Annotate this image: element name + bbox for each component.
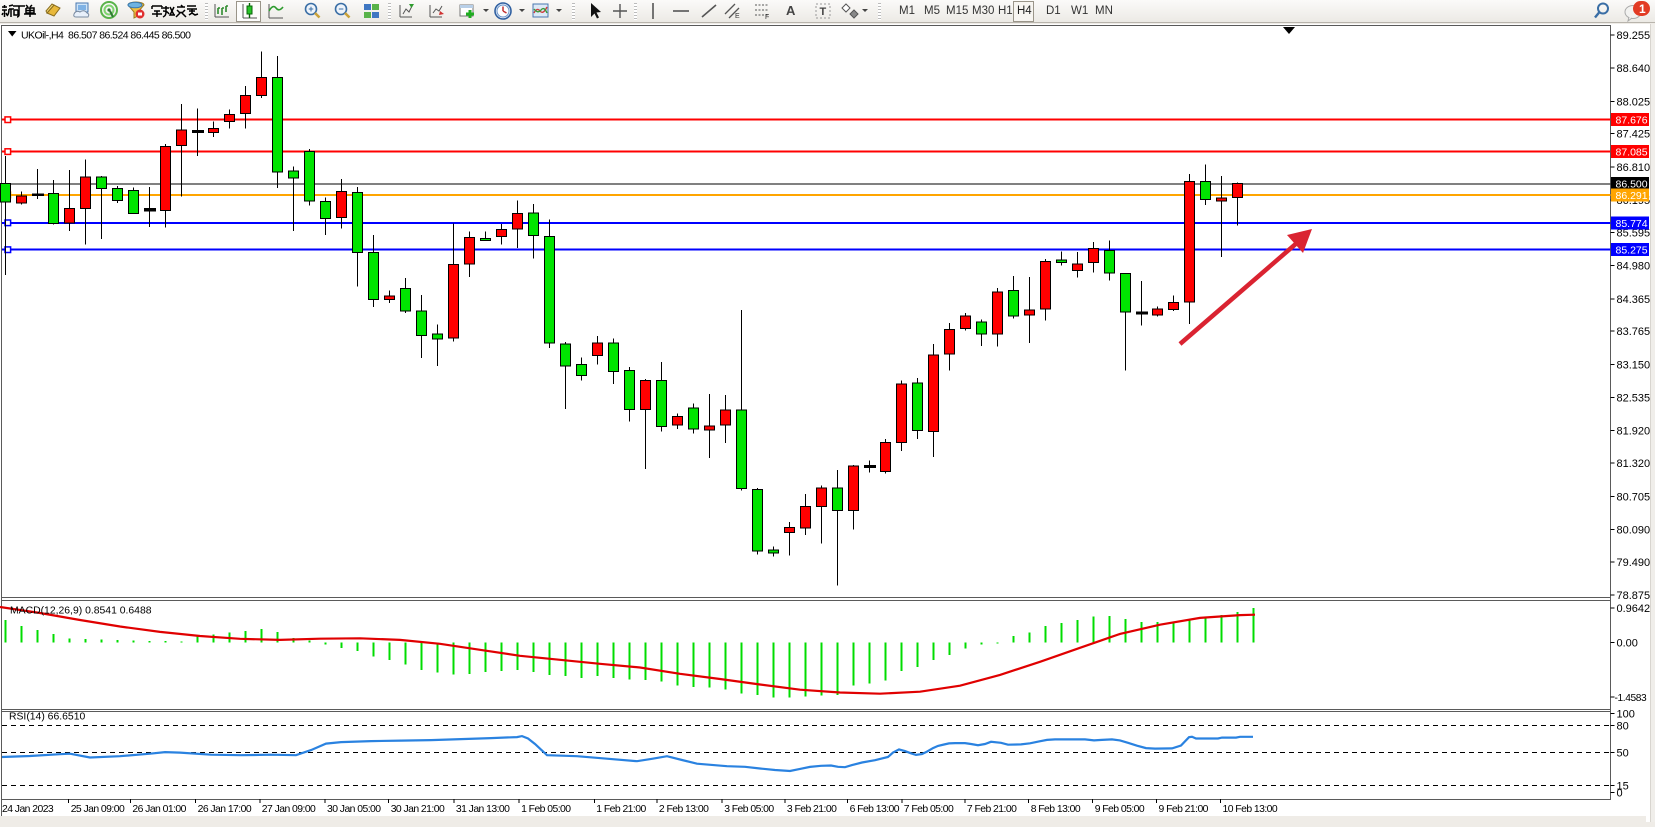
svg-text:84.980: 84.980 [1617, 261, 1651, 273]
svg-text:15: 15 [1617, 780, 1629, 792]
svg-text:80.705: 80.705 [1617, 491, 1651, 503]
svg-text:9 Feb 05:00: 9 Feb 05:00 [1095, 804, 1145, 815]
svg-text:−: − [338, 4, 343, 14]
svg-text:10 Feb 13:00: 10 Feb 13:00 [1223, 804, 1278, 815]
svg-text:85.774: 85.774 [1616, 218, 1648, 230]
svg-text:100: 100 [1617, 709, 1635, 721]
svg-text:UKOil-,H4 86.507 86.524 86.44: UKOil-,H4 86.507 86.524 86.445 86.500 [21, 30, 191, 42]
svg-text:87.085: 87.085 [1616, 147, 1648, 159]
svg-text:0.9642: 0.9642 [1617, 603, 1651, 615]
svg-text:+: + [308, 4, 313, 14]
svg-text:7 Feb 05:00: 7 Feb 05:00 [904, 804, 954, 815]
svg-text:83.150: 83.150 [1617, 359, 1651, 371]
svg-text:RSI(14) 66.6510: RSI(14) 66.6510 [9, 712, 85, 723]
svg-text:81.920: 81.920 [1617, 426, 1651, 438]
svg-text:85.275: 85.275 [1616, 245, 1648, 257]
svg-text:87.676: 87.676 [1616, 115, 1648, 127]
svg-text:24 Jan 2023: 24 Jan 2023 [2, 804, 54, 815]
svg-text:MACD(12,26,9) 0.8541 0.6488: MACD(12,26,9) 0.8541 0.6488 [10, 606, 152, 617]
svg-text:25 Jan 09:00: 25 Jan 09:00 [71, 804, 125, 815]
svg-text:79.490: 79.490 [1617, 557, 1651, 569]
svg-text:1 Feb 21:00: 1 Feb 21:00 [596, 804, 646, 815]
svg-text:50: 50 [1617, 747, 1629, 759]
svg-text:T: T [820, 6, 827, 18]
svg-text:-1.4583: -1.4583 [1615, 693, 1647, 704]
svg-text:30 Jan 05:00: 30 Jan 05:00 [327, 804, 381, 815]
svg-text:31 Jan 13:00: 31 Jan 13:00 [456, 804, 510, 815]
svg-text:7 Feb 21:00: 7 Feb 21:00 [967, 804, 1017, 815]
svg-text:89.255: 89.255 [1617, 30, 1651, 42]
svg-text:27 Jan 09:00: 27 Jan 09:00 [262, 804, 316, 815]
svg-text:86.500: 86.500 [1616, 179, 1648, 191]
svg-text:0: 0 [1617, 788, 1623, 800]
svg-text:87.425: 87.425 [1617, 129, 1651, 141]
svg-text:86.291: 86.291 [1616, 190, 1648, 202]
svg-text:78.875: 78.875 [1617, 590, 1651, 602]
svg-text:F: F [765, 14, 769, 21]
svg-text:88.640: 88.640 [1617, 63, 1651, 75]
svg-text:80: 80 [1617, 720, 1629, 732]
svg-text:82.535: 82.535 [1617, 393, 1651, 405]
svg-text:80.090: 80.090 [1617, 525, 1651, 537]
svg-text:84.365: 84.365 [1617, 294, 1651, 306]
svg-text:9 Feb 21:00: 9 Feb 21:00 [1159, 804, 1209, 815]
svg-text:2 Feb 13:00: 2 Feb 13:00 [659, 804, 709, 815]
svg-text:30 Jan 21:00: 30 Jan 21:00 [391, 804, 445, 815]
svg-text:3 Feb 05:00: 3 Feb 05:00 [724, 804, 774, 815]
svg-text:81.320: 81.320 [1617, 458, 1651, 470]
svg-text:26 Jan 17:00: 26 Jan 17:00 [198, 804, 252, 815]
svg-text:85.595: 85.595 [1617, 228, 1651, 240]
svg-text:8 Feb 13:00: 8 Feb 13:00 [1031, 804, 1081, 815]
svg-text:3 Feb 21:00: 3 Feb 21:00 [787, 804, 837, 815]
svg-text:0.00: 0.00 [1617, 638, 1638, 650]
svg-text:1 Feb 05:00: 1 Feb 05:00 [521, 804, 571, 815]
svg-text:6 Feb 13:00: 6 Feb 13:00 [850, 804, 900, 815]
svg-text:E: E [735, 13, 740, 20]
svg-text:86.810: 86.810 [1617, 162, 1651, 174]
svg-text:83.765: 83.765 [1617, 326, 1651, 338]
svg-text:88.025: 88.025 [1617, 96, 1651, 108]
svg-text:26 Jan 01:00: 26 Jan 01:00 [132, 804, 186, 815]
